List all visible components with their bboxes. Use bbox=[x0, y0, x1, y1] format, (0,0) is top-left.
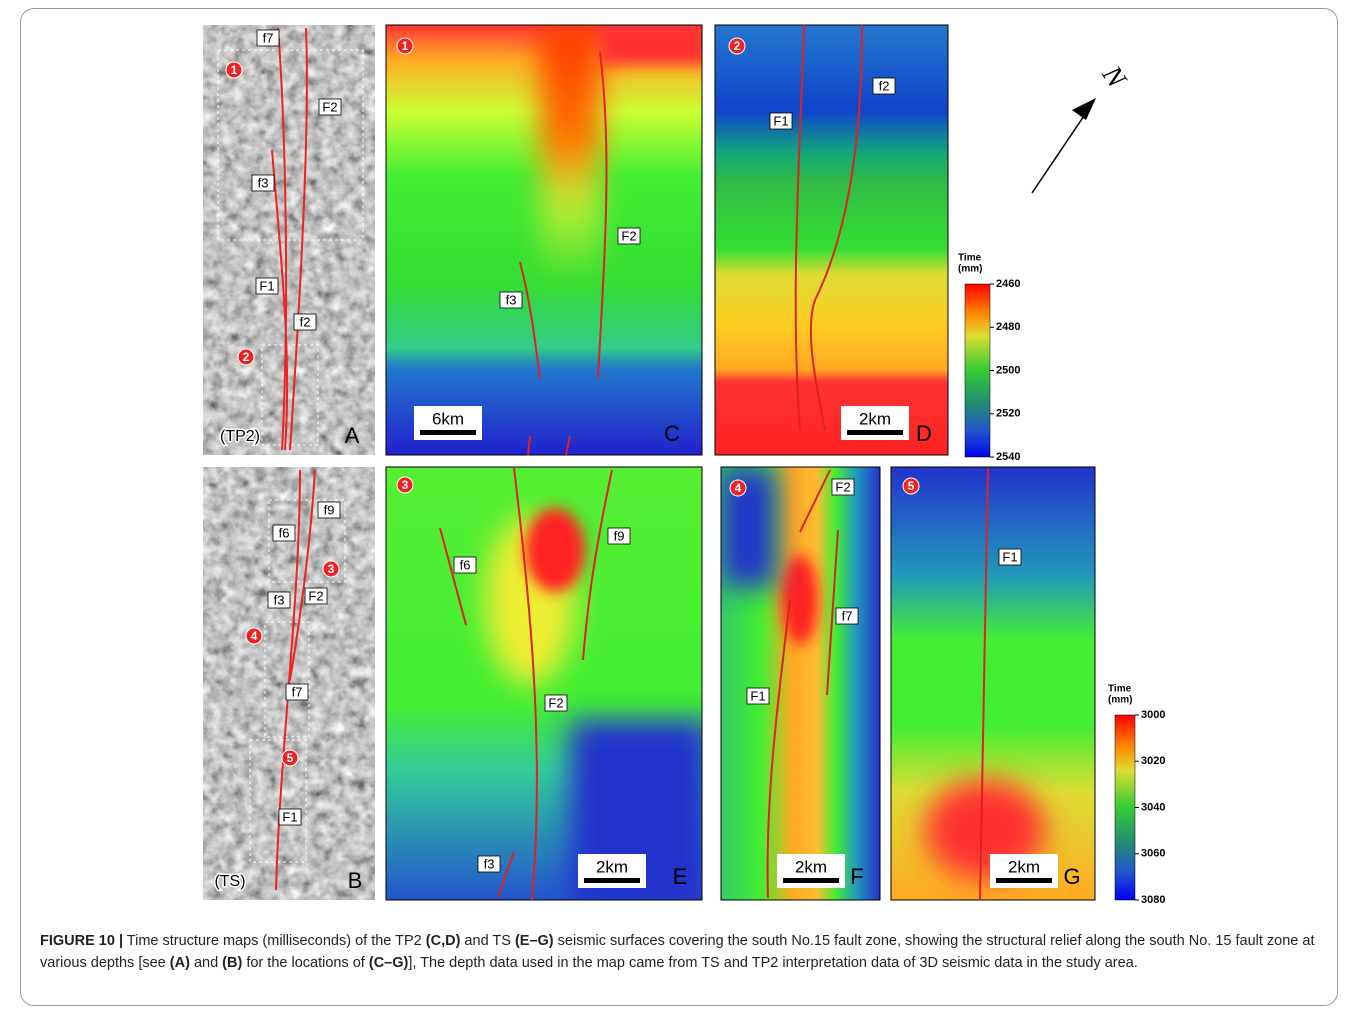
area-number: 3 bbox=[402, 478, 409, 492]
fault-label: f7 bbox=[842, 608, 853, 623]
panel-e-map bbox=[386, 467, 710, 910]
fault-label: F2 bbox=[548, 695, 563, 710]
caption-bold: (E–G) bbox=[515, 933, 554, 949]
colorbar-tick-label: 2520 bbox=[996, 408, 1020, 420]
high bbox=[525, 508, 585, 592]
area-number: 5 bbox=[908, 479, 915, 493]
fault-label: F1 bbox=[259, 278, 274, 293]
scale-label: 2km bbox=[859, 409, 891, 428]
panel-letter: D bbox=[916, 421, 932, 446]
scale-bar bbox=[847, 430, 903, 435]
caption-bold: (B) bbox=[222, 955, 242, 971]
area-number: 4 bbox=[251, 629, 258, 643]
scale-bar bbox=[420, 430, 476, 435]
scale-label: 2km bbox=[596, 857, 628, 876]
fault-label: f9 bbox=[324, 502, 335, 517]
high bbox=[600, 25, 710, 65]
area-number: 1 bbox=[231, 63, 238, 77]
colorbar-tick-label: 3020 bbox=[1141, 755, 1165, 767]
low bbox=[721, 467, 776, 587]
colorbar-tick-label: 3040 bbox=[1141, 801, 1165, 813]
fault-label: F2 bbox=[308, 588, 323, 603]
panel-c-map bbox=[386, 25, 710, 455]
surface-label: (TS) bbox=[214, 873, 245, 890]
area-number: 1 bbox=[402, 39, 409, 53]
scale-label: 2km bbox=[1008, 857, 1040, 876]
colorbar-tick-label: 2480 bbox=[996, 321, 1020, 333]
fault-label: F1 bbox=[1002, 549, 1017, 564]
fault-label: f9 bbox=[614, 528, 625, 543]
fault-label: F2 bbox=[835, 479, 850, 494]
caption-text: ], The depth data used in the map came f… bbox=[408, 955, 1137, 971]
fault-label: f2 bbox=[879, 78, 890, 93]
fault-label: f7 bbox=[263, 30, 274, 45]
caption-bold: (C,D) bbox=[426, 933, 461, 949]
fault-label: F1 bbox=[750, 688, 765, 703]
panel-letter: G bbox=[1063, 864, 1080, 889]
fault-label: F1 bbox=[773, 113, 788, 128]
colorbar-title: Time bbox=[958, 253, 982, 264]
scale-bar bbox=[996, 878, 1052, 883]
area-number: 2 bbox=[734, 39, 741, 53]
high bbox=[540, 25, 600, 285]
caption-bold: FIGURE 10 | bbox=[40, 933, 123, 949]
area-number: 5 bbox=[287, 751, 294, 765]
caption-text: and bbox=[190, 955, 222, 971]
panel-letter: E bbox=[673, 864, 688, 889]
colorbar-tick-label: 2500 bbox=[996, 364, 1020, 376]
caption: FIGURE 10 | Time structure maps (millise… bbox=[40, 930, 1320, 974]
north-arrow bbox=[1032, 107, 1090, 193]
colorbar-unit: (mm) bbox=[1108, 695, 1132, 706]
colorbar-unit: (mm) bbox=[958, 264, 982, 275]
colorbar-tick-label: 3080 bbox=[1141, 894, 1165, 906]
caption-text: for the locations of bbox=[242, 955, 369, 971]
colorbar-tick-label: 2540 bbox=[996, 451, 1020, 463]
scale-label: 2km bbox=[795, 857, 827, 876]
panel-letter: C bbox=[664, 421, 680, 446]
caption-bold: (C–G) bbox=[369, 955, 408, 971]
fault-label: f3 bbox=[274, 592, 285, 607]
colorbar-title: Time bbox=[1108, 684, 1132, 695]
fault-label: f3 bbox=[258, 175, 269, 190]
panel-d-map bbox=[715, 25, 948, 455]
fault-label: f6 bbox=[460, 557, 471, 572]
caption-text: Time structure maps (milliseconds) of th… bbox=[123, 933, 426, 949]
fault-label: f6 bbox=[279, 525, 290, 540]
north-arrow-head bbox=[1072, 98, 1096, 120]
fault-label: f3 bbox=[506, 292, 517, 307]
fault-label: f2 bbox=[300, 314, 311, 329]
scale-label: 6km bbox=[432, 409, 464, 428]
fault-label: F2 bbox=[322, 99, 337, 114]
colorbar-tick-label: 3060 bbox=[1141, 848, 1165, 860]
fault-label: F1 bbox=[282, 809, 297, 824]
panel-g-map bbox=[891, 467, 1095, 900]
area-number: 3 bbox=[328, 562, 335, 576]
figure: f7 1 F2 f3 F1 f2 2 (TP2) A 1 F2 f3 6km C 2 f2 F1 2km Df9 f6… bbox=[0, 0, 1355, 920]
area-number: 2 bbox=[243, 350, 250, 364]
colorbar-tick-label: 2460 bbox=[996, 278, 1020, 290]
panel-letter: F bbox=[850, 864, 863, 889]
page: f7 1 F2 f3 F1 f2 2 (TP2) A 1 F2 f3 6km C 2 f2 F1 2km Df9 f6… bbox=[0, 0, 1355, 1015]
fault-label: f3 bbox=[484, 856, 495, 871]
fault-label: f7 bbox=[292, 684, 303, 699]
panel-letter: A bbox=[345, 423, 360, 448]
high bbox=[782, 555, 818, 645]
scale-bar bbox=[584, 878, 640, 883]
fault-label: F2 bbox=[621, 228, 636, 243]
caption-bold: (A) bbox=[170, 955, 190, 971]
colorbar bbox=[965, 284, 990, 457]
scale-bar bbox=[783, 878, 839, 883]
colorbar-tick-label: 3000 bbox=[1141, 709, 1165, 721]
colorbar bbox=[1115, 715, 1135, 900]
surface-label: (TP2) bbox=[220, 428, 260, 445]
area-number: 4 bbox=[735, 481, 742, 495]
panel-letter: B bbox=[348, 868, 363, 893]
north-label: N bbox=[1095, 60, 1132, 95]
caption-text: and TS bbox=[460, 933, 515, 949]
